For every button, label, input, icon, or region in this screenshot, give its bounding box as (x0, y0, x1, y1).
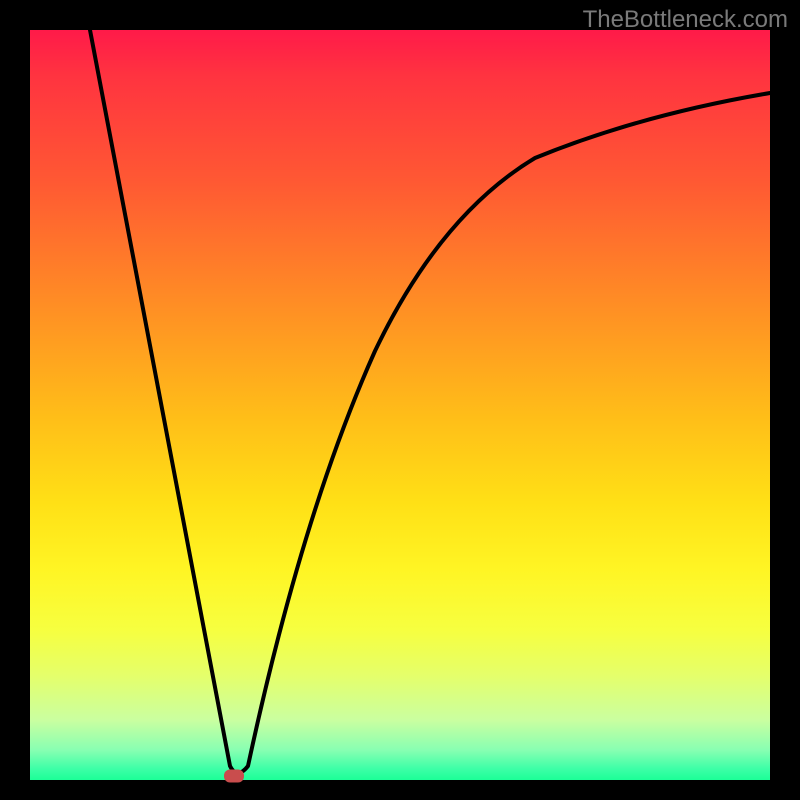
curve-path (90, 30, 770, 773)
watermark-text: TheBottleneck.com (583, 6, 788, 34)
bottleneck-curve (30, 30, 770, 780)
plot-area (30, 30, 770, 780)
chart-container: TheBottleneck.com (0, 0, 800, 800)
minimum-marker (224, 769, 244, 782)
